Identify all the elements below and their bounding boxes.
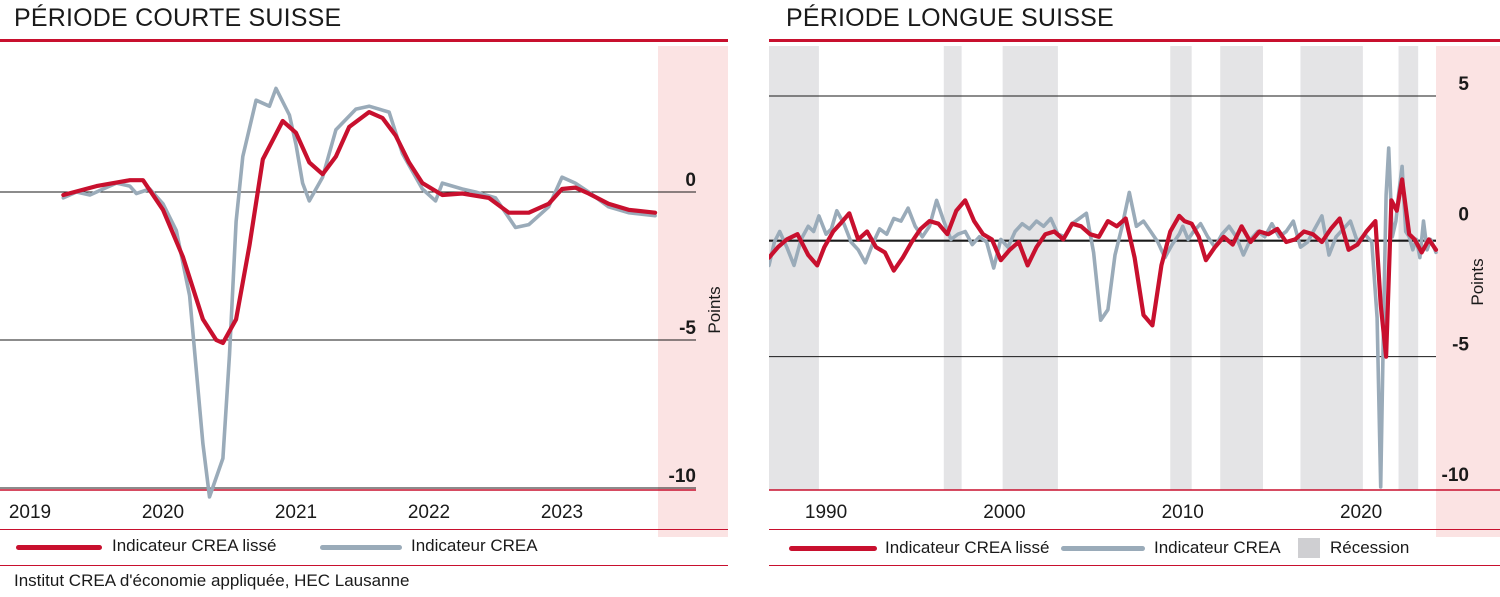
right-title-rule [769, 39, 1500, 42]
recession-band [769, 46, 819, 490]
recession-band [1170, 46, 1192, 490]
series-line-raw [769, 146, 1438, 489]
legend-swatch-smoothed [789, 546, 877, 551]
legend-label-smoothed: Indicateur CREA lissé [112, 536, 277, 555]
legend-swatch-smoothed [16, 545, 102, 550]
x-tick-label: 2021 [275, 502, 317, 523]
x-tick-label: 2022 [408, 502, 450, 523]
legend-label-raw: Indicateur CREA [411, 536, 538, 555]
y-tick-label: 0 [685, 170, 696, 191]
recession-band [1300, 46, 1363, 490]
right-legend-bottom-rule [769, 565, 1500, 566]
forecast-zone [1436, 46, 1500, 537]
recession-band [1002, 46, 1058, 490]
x-tick-label: 1990 [805, 502, 847, 523]
legend-swatch-raw [1061, 546, 1145, 551]
x-tick-label: 2020 [1340, 502, 1382, 523]
left-legend: Indicateur CREA lissé Indicateur CREA [0, 529, 728, 565]
recession-band [943, 46, 962, 490]
x-tick-label: 2010 [1162, 502, 1204, 523]
left-title-rule [0, 39, 728, 42]
legend-swatch-recession [1298, 538, 1320, 558]
left-legend-bottom-rule [0, 565, 728, 566]
legend-swatch-raw [320, 545, 402, 550]
short-period-chart: 0 -5 -10 2019 2020 2021 2022 2023 Points [0, 46, 728, 537]
x-tick-label: 2000 [983, 502, 1025, 523]
forecast-zone [658, 46, 728, 537]
legend-label-smoothed: Indicateur CREA lissé [885, 538, 1050, 557]
legend-label-raw: Indicateur CREA [1154, 538, 1281, 557]
source-note: Institut CREA d'économie appliquée, HEC … [14, 571, 410, 590]
x-tick-label: 2020 [142, 502, 184, 523]
x-tick-label: 2023 [541, 502, 583, 523]
y-axis-label: Points [1468, 258, 1487, 305]
y-tick-label: -5 [1452, 335, 1469, 356]
left-legend-top-rule [0, 529, 728, 530]
y-tick-label: -5 [679, 318, 696, 339]
right-legend: Indicateur CREA lissé Indicateur CREA Ré… [769, 529, 1500, 565]
y-axis-label: Points [705, 286, 724, 333]
long-period-chart: 5 0 -5 -10 1990 2000 2010 2020 Points [769, 46, 1500, 537]
right-legend-top-rule [769, 529, 1500, 530]
left-chart-title: PÉRIODE COURTE SUISSE [14, 4, 342, 32]
series-line-smoothed [769, 177, 1439, 359]
y-tick-label: 5 [1458, 74, 1469, 95]
y-tick-label: -10 [1442, 465, 1469, 486]
recession-band [1220, 46, 1264, 490]
right-chart-title: PÉRIODE LONGUE SUISSE [786, 4, 1114, 32]
series-line-raw [61, 86, 657, 499]
y-tick-label: -10 [669, 466, 696, 487]
x-tick-label: 2019 [9, 502, 51, 523]
legend-label-recession: Récession [1330, 538, 1410, 557]
series-line-smoothed [61, 109, 658, 346]
y-tick-label: 0 [1458, 204, 1469, 225]
recession-band [1398, 46, 1419, 490]
